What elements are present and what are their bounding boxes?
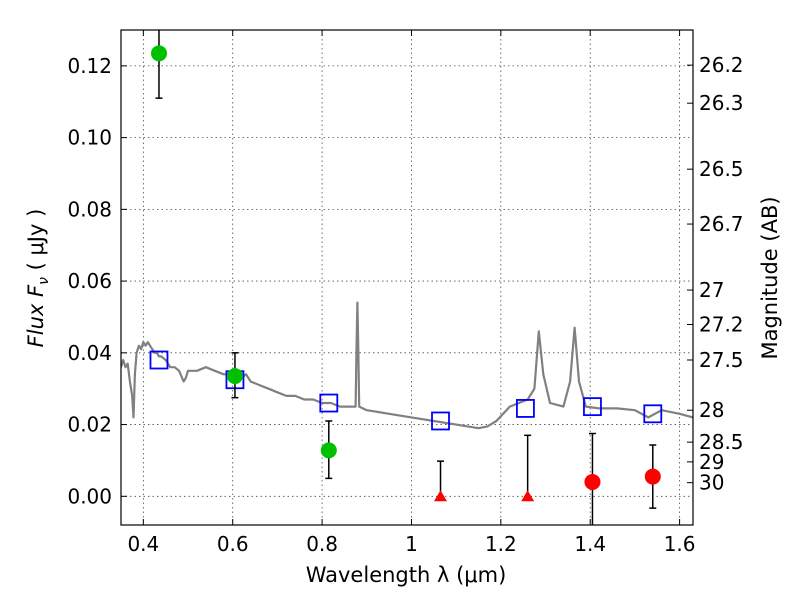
photometry-point: [320, 442, 337, 459]
y2-axis-title: Magnitude (AB): [758, 196, 782, 359]
y2-tick-label: 27.5: [699, 348, 744, 372]
x-tick-label: 1.2: [485, 532, 517, 556]
axis-ticks: [121, 30, 693, 525]
plot-frame: [120, 29, 694, 526]
model-point: [149, 350, 169, 370]
model-point: [583, 397, 602, 417]
y-axis-title: Flux Fν ( μJy ): [24, 209, 52, 348]
photometry-point: [644, 468, 661, 485]
y2-tick-label: 26.5: [699, 157, 744, 181]
tick-labels: 0.4 0.6 0.8 1 1.2 1.4 1.6 0.00 0.02 0.04 0.06 0.08 0…: [67, 53, 743, 556]
y2-tick-label: 26.2: [699, 53, 744, 77]
y2-tick-label: 27.2: [699, 312, 744, 336]
y2-tick-label: 26.7: [699, 212, 744, 236]
model-spectrum-line: [121, 301, 693, 430]
x-tick-label: 1: [405, 532, 418, 556]
model-point: [643, 404, 663, 424]
y-tick-label: 0.02: [67, 413, 112, 437]
photometry-point: [150, 45, 167, 62]
y2-tick-label: 30: [699, 471, 724, 495]
x-axis-title: Wavelength λ (μm): [306, 563, 507, 587]
y-tick-label: 0.04: [67, 341, 112, 365]
y2-tick-label: 29: [699, 450, 724, 474]
plot-area: [121, 30, 693, 525]
x-tick-label: 1.6: [664, 532, 696, 556]
y2-tick-label: 28.5: [699, 430, 744, 454]
y-tick-label: 0.12: [67, 54, 112, 78]
y2-tick-label: 28: [699, 398, 724, 422]
model-point: [431, 411, 450, 431]
x-tick-label: 1.4: [574, 532, 606, 556]
upper-limit-point: [521, 490, 535, 502]
y-tick-label: 0.08: [67, 197, 112, 221]
data-series: [121, 30, 693, 525]
y2-tick-label: 27: [699, 278, 724, 302]
y-tick-label: 0.06: [67, 269, 112, 293]
x-tick-label: 0.6: [217, 532, 249, 556]
y-axis-title-unit: ( μJy ): [24, 209, 48, 277]
grid: [121, 30, 693, 525]
photometry-point: [226, 368, 243, 385]
y-axis-title-sub: ν: [36, 277, 52, 285]
x-tick-label: 0.8: [306, 532, 338, 556]
y-tick-label: 0.00: [67, 484, 112, 508]
model-point: [319, 393, 339, 413]
upper-limit-point: [434, 490, 448, 502]
photometry-point: [584, 473, 601, 490]
y-axis-title-main: Flux F: [24, 284, 48, 347]
x-tick-label: 0.4: [127, 532, 159, 556]
y-tick-label: 0.10: [67, 126, 112, 150]
y2-tick-label: 26.3: [699, 91, 744, 115]
model-point: [516, 399, 535, 418]
